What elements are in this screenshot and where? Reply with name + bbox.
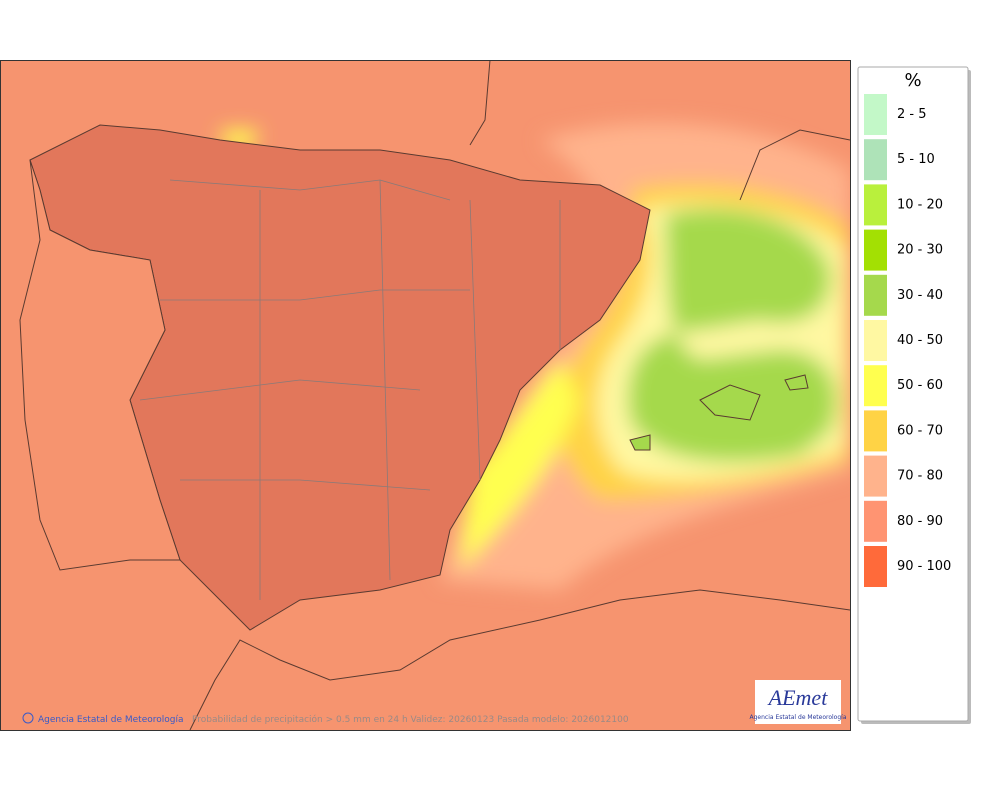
legend-label: 40 - 50 [897,333,943,348]
legend-label: 50 - 60 [897,378,943,393]
legend-label: 30 - 40 [897,288,943,303]
legend-swatch [864,94,887,135]
legend-swatch [864,320,887,361]
africa-coast [189,589,850,730]
province-borders [139,179,561,600]
legend-label: 90 - 100 [897,559,951,574]
legend-swatch [864,410,887,452]
probability-field [220,123,850,590]
balearic-islands [629,374,809,451]
logo-subtitle: Agencia Estatal de Meteorología [750,714,847,721]
legend-items: 2 - 5 5 - 10 10 - 20 20 - 30 30 - 40 40 - 50 5… [864,94,951,587]
legend-swatch [864,455,887,497]
portugal-land [19,159,181,571]
legend-label: 70 - 80 [897,469,943,484]
legend-swatch [864,365,887,407]
legend-label: 60 - 70 [897,423,943,438]
legend-label: 80 - 90 [897,514,943,529]
legend-swatch [864,184,887,226]
logo-box [755,680,841,724]
legend-label: 10 - 20 [897,197,943,212]
credit: Agencia Estatal de Meteorología [38,715,184,725]
legend-label: 20 - 30 [897,243,943,258]
legend-swatch [864,139,887,181]
legend-label: 5 - 10 [897,152,935,167]
logo-text: AEmet [767,685,829,710]
copyright-icon [22,712,34,724]
legend-swatch [864,500,887,542]
caption: Probabilidad de precipitación > 0.5 mm e… [192,714,629,725]
legend-swatch [864,546,887,587]
map-frame [0,60,851,731]
legend-label: 2 - 5 [897,107,927,122]
legend-title: % [904,70,921,91]
legend-swatch [864,274,887,316]
map: Agencia Estatal de Meteorología Probabil… [0,60,850,730]
legend-swatch [864,229,887,271]
france-coast [469,60,850,201]
